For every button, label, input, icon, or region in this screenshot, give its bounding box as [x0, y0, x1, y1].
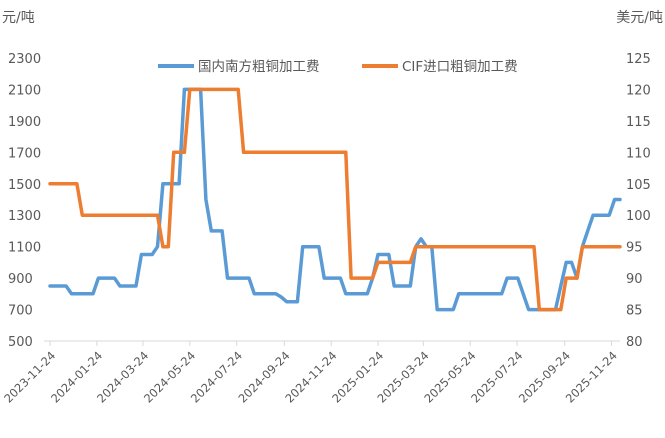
left-tick-label: 500 — [8, 335, 33, 350]
left-tick-label: 1500 — [8, 178, 41, 193]
left-tick-label: 900 — [8, 272, 33, 287]
left-tick-label: 2100 — [8, 83, 41, 98]
left-tick-label: 1900 — [8, 115, 41, 130]
left-tick-label: 700 — [8, 304, 33, 319]
left-tick-label: 1700 — [8, 146, 41, 161]
right-tick-label: 125 — [626, 52, 651, 67]
series-line-1 — [48, 87, 622, 312]
right-tick-label: 80 — [626, 335, 643, 350]
legend-label-2: CIF进口粗铜加工费 — [402, 59, 518, 75]
right-tick-label: 120 — [626, 83, 651, 98]
legend-label-1: 国内南方粗铜加工费 — [198, 59, 320, 75]
right-axis-title: 美元/吨 — [616, 10, 663, 26]
left-tick-labels: 500 700 900 1100 1300 1500 1700 1900 2100 2300 — [8, 52, 41, 350]
x-tick-labels: 2023-11-242024-01-242024-03-242024-05-24… — [1, 341, 620, 406]
right-tick-label: 100 — [626, 209, 651, 224]
left-tick-label: 1300 — [8, 209, 41, 224]
left-tick-label: 2300 — [8, 52, 41, 67]
right-tick-label: 115 — [626, 115, 651, 130]
left-tick-label: 1100 — [8, 241, 41, 256]
right-tick-label: 110 — [626, 146, 651, 161]
legend: 国内南方粗铜加工费 CIF进口粗铜加工费 — [158, 59, 518, 75]
series-lines — [48, 87, 622, 312]
series-line-2 — [48, 87, 622, 312]
left-axis-title: 元/吨 — [2, 10, 35, 26]
right-tick-label: 105 — [626, 178, 651, 193]
right-tick-labels: 80 85 90 95 100 105 110 115 120 125 — [626, 52, 651, 350]
right-tick-label: 95 — [626, 241, 643, 256]
right-tick-label: 90 — [626, 272, 643, 287]
right-tick-label: 85 — [626, 304, 643, 319]
